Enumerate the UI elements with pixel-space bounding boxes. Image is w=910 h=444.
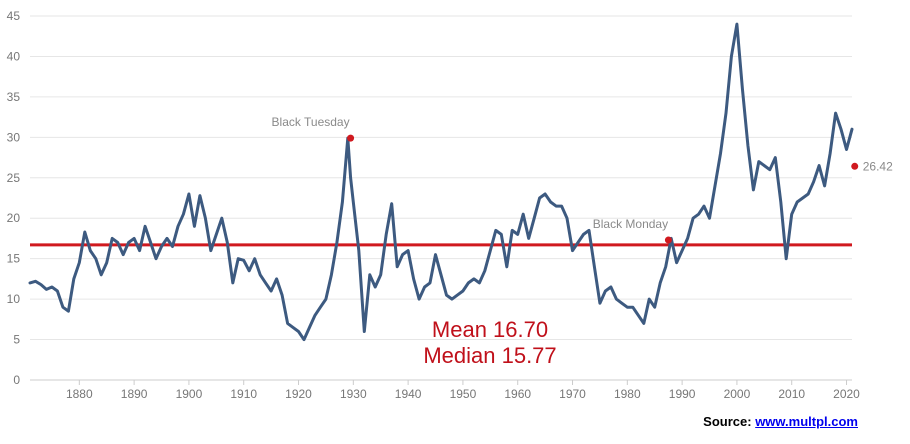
x-tick-label: 1930 — [340, 387, 367, 401]
grid-lines — [30, 15, 852, 341]
median-stat-label: Median 15.77 — [423, 343, 556, 368]
x-tick-label: 1880 — [66, 387, 93, 401]
x-tick-label: 1920 — [285, 387, 312, 401]
annotation-marker — [851, 162, 859, 170]
annotation-label: Black Monday — [593, 217, 668, 231]
y-tick-label: 45 — [7, 9, 21, 23]
annotation-label: Black Tuesday — [272, 115, 350, 129]
source-prefix: Source: — [703, 414, 756, 429]
x-tick-label: 1990 — [669, 387, 696, 401]
y-tick-label: 0 — [13, 373, 20, 387]
annotation-label: 26.42 — [863, 159, 893, 173]
y-tick-label: 40 — [7, 49, 21, 63]
x-tick-label: 1970 — [559, 387, 586, 401]
x-tick-label: 1940 — [395, 387, 422, 401]
x-tick-label: 1900 — [176, 387, 203, 401]
source-credit: Source: www.multpl.com — [703, 414, 858, 429]
series-line-pe-ratio — [28, 22, 854, 342]
annotation-marker — [664, 236, 672, 244]
y-tick-label: 15 — [7, 252, 21, 266]
x-tick-label: 2000 — [724, 387, 751, 401]
x-tick-label: 1960 — [504, 387, 531, 401]
x-axis-ticks: 1880 1890 1900 1910 1920 1930 1940 1950 1960 1970… — [66, 380, 860, 401]
y-axis-ticks: 0 5 10 15 20 25 30 35 40 45 — [7, 9, 21, 387]
y-tick-label: 35 — [7, 90, 21, 104]
mean-stat-label: Mean 16.70 — [432, 317, 548, 342]
y-tick-label: 5 — [13, 333, 20, 347]
y-tick-label: 20 — [7, 211, 21, 225]
x-tick-label: 2010 — [778, 387, 805, 401]
source-link[interactable]: www.multpl.com — [755, 414, 858, 429]
x-tick-label: 2020 — [833, 387, 860, 401]
x-tick-label: 1980 — [614, 387, 641, 401]
y-tick-label: 30 — [7, 130, 21, 144]
x-tick-label: 1890 — [121, 387, 148, 401]
annotation-markers — [347, 134, 859, 244]
y-tick-label: 25 — [7, 171, 21, 185]
annotation-labels: Black Tuesday Black Monday 26.42 — [272, 115, 894, 231]
x-tick-label: 1910 — [230, 387, 257, 401]
annotation-marker — [347, 134, 355, 142]
x-tick-label: 1950 — [450, 387, 477, 401]
y-tick-label: 10 — [7, 292, 21, 306]
